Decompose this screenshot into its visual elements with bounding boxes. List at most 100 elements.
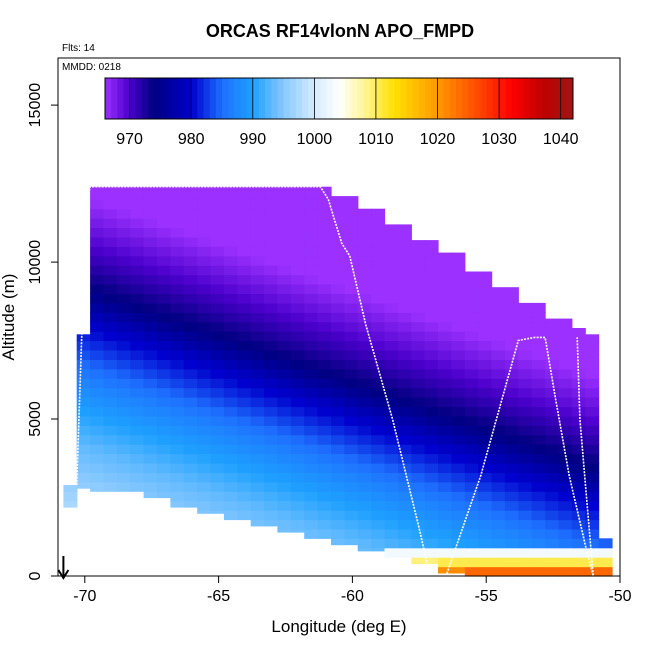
heatmap-cell [130,302,145,313]
heatmap-cell [143,218,158,229]
heatmap-cell [264,331,279,342]
heatmap-cell [264,387,279,398]
heatmap-cell [371,397,386,408]
heatmap-cell [585,334,600,342]
heatmap-cell [304,481,319,492]
heatmap-cell [223,397,238,408]
colorbar-swatch [172,78,180,119]
heatmap-cell [357,453,372,464]
heatmap-cell [344,510,359,521]
heatmap-cell [371,434,386,445]
down-arrow-icon [57,556,70,580]
heatmap-cell [317,406,332,417]
heatmap-cell [90,293,105,304]
heatmap-cell [157,199,171,210]
heatmap-cell [143,387,158,398]
heatmap-cell [357,284,372,294]
heatmap-cell [143,186,158,191]
colorbar-swatch [160,78,168,119]
heatmap-cell [143,227,158,238]
heatmap-cell [451,331,466,342]
colorbar-swatch [462,78,469,119]
heatmap-cell [90,463,105,473]
heatmap-cell [518,557,533,568]
heatmap-cell [170,199,185,210]
heatmap-cell [290,378,305,389]
heatmap-cell [116,406,131,417]
heatmap-cell [438,415,452,426]
colorbar-swatch [209,78,217,119]
colorbar-swatch [375,78,383,119]
heatmap-cell [103,331,118,342]
heatmap-cell [384,463,399,473]
heatmap-cell [183,284,198,294]
heatmap-cell [585,481,600,492]
colorbar-swatch [492,78,500,119]
heatmap-cell [223,378,238,389]
heatmap-cell [290,284,305,294]
heatmap-cell [571,528,586,539]
heatmap-cell [464,481,479,492]
heatmap-cell [250,444,265,455]
heatmap-cell [464,547,479,558]
heatmap-cell [397,302,412,313]
heatmap-cell [545,500,560,511]
heatmap-cell [478,472,493,483]
heatmap-cell [277,284,292,294]
colorbar-swatch [135,78,143,119]
heatmap-cell [491,331,506,342]
heatmap-cell [317,186,332,191]
heatmap-cell [371,350,386,360]
heatmap-cell [504,557,519,568]
heatmap-cell [210,500,225,511]
heatmap-cell [478,491,493,502]
heatmap-cell [76,472,91,483]
colorbar-swatch [499,78,506,119]
heatmap-cell [585,340,600,351]
heatmap-cell [384,387,399,398]
heatmap-cell [504,302,519,313]
colorbar-swatch [302,78,309,119]
heatmap-cell [264,255,279,266]
heatmap-cell [438,293,452,304]
heatmap-cell [170,236,185,247]
heatmap-cell [304,186,319,191]
heatmap-cell [103,312,118,323]
y-axis: 0 5000 10000 15000 [27,83,58,580]
colorbar-swatch [431,78,439,119]
heatmap-cell [290,350,305,360]
heatmap-cell [571,444,586,455]
heatmap-cell [545,397,560,408]
plot-frame [57,57,621,577]
heatmap-cell [210,265,225,276]
heatmap-cell [250,387,265,398]
heatmap-cell [183,208,198,219]
heatmap-cell [331,199,345,210]
heatmap-cell [304,472,319,483]
heatmap-cell [478,293,493,304]
heatmap-cell [183,189,198,200]
heatmap-cell [545,425,560,436]
heatmap-cell [264,246,279,257]
heatmap-cell [130,378,145,389]
heatmap-cell [237,293,252,304]
heatmap-cell [304,284,319,294]
heatmap-cell [183,463,198,473]
heatmap-cell [344,434,359,445]
colorbar-swatch [511,78,519,119]
heatmap-cell [464,500,479,511]
heatmap-cell [210,444,225,455]
heatmap-cell [344,397,359,408]
heatmap-cell [411,378,426,389]
heatmap-cell [157,312,171,323]
heatmap-cell [451,378,466,389]
heatmap-cell [130,265,145,276]
heatmap-cell [103,302,118,313]
heatmap-cell [250,359,265,370]
colorbar-swatch [240,78,248,119]
heatmap-cell [478,274,493,285]
heatmap-cell [197,500,212,511]
heatmap-cell [103,387,118,398]
heatmap-cell [197,186,212,191]
